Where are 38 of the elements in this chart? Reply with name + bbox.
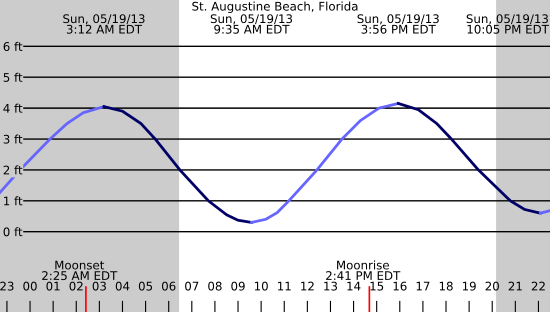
y-tick-label: 4 ft xyxy=(3,104,22,113)
annotation: Sun, 05/19/13 10:05 PM EDT xyxy=(466,14,549,34)
y-tick-label: 3 ft xyxy=(4,134,22,144)
chart-title: St. Augustine Beach, Florida xyxy=(192,2,358,13)
y-tick-label: 0 ft xyxy=(4,227,22,236)
x-tick-label: 18 xyxy=(440,282,453,291)
x-tick-label: 07 xyxy=(185,282,198,291)
x-tick-label: 16 xyxy=(394,282,407,291)
x-tick-label: 23 xyxy=(0,282,14,291)
x-tick-label: 08 xyxy=(208,282,222,291)
x-tick-label: 11 xyxy=(278,282,291,290)
x-tick-label: 22 xyxy=(532,282,545,290)
x-tick-label: 10 xyxy=(254,282,268,291)
x-tick-label: 02 xyxy=(70,282,83,291)
x-tick-label: 12 xyxy=(301,282,314,290)
y-tick-label: 6 ft xyxy=(4,42,22,51)
x-tick-label: 09 xyxy=(231,282,245,291)
x-tick-label: 20 xyxy=(486,282,499,291)
y-tick-label: 2 ft xyxy=(4,165,22,174)
x-tick-label: 21 xyxy=(508,282,522,290)
x-tick-label: 14 xyxy=(347,282,360,290)
annotation: Sun, 05/19/13 3:12 AM EDT xyxy=(63,14,145,34)
ref-line-label: Moonrise 2:41 PM EDT xyxy=(326,260,400,280)
y-tick-label: 5 ft xyxy=(4,72,22,82)
x-tick-label: 01 xyxy=(46,282,60,291)
x-tick-label: 15 xyxy=(370,282,384,291)
annotation: Sun, 05/19/13 9:35 AM EDT xyxy=(210,14,292,34)
x-tick-label: 13 xyxy=(324,282,338,291)
x-tick-label: 05 xyxy=(138,282,152,291)
y-tick-label: 1 ft xyxy=(4,196,22,206)
annotation: Sun, 05/19/13 3:56 PM EDT xyxy=(358,14,439,34)
ref-line-label: Moonset 2:25 AM EDT xyxy=(42,260,118,280)
x-tick-label: 04 xyxy=(116,282,130,291)
x-tick-label: 06 xyxy=(162,282,176,291)
x-tick-label: 00 xyxy=(23,282,37,291)
x-tick-label: 03 xyxy=(92,282,106,291)
x-tick-label: 17 xyxy=(416,282,430,290)
x-tick-label: 19 xyxy=(462,282,476,291)
